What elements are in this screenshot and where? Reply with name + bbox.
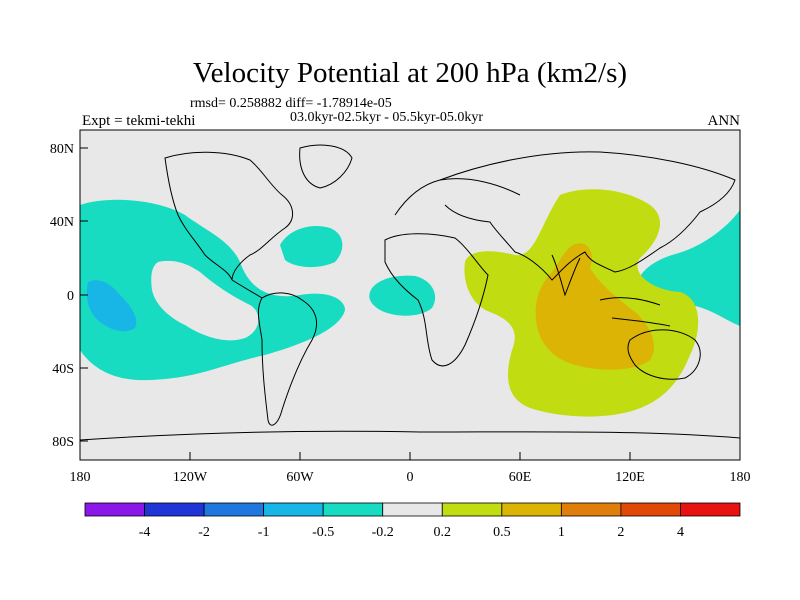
period-text: 03.0kyr-02.5kyr - 05.5kyr-05.0kyr	[290, 110, 483, 125]
colorbar-swatch	[322, 502, 384, 517]
colorbar-label: 2	[617, 525, 624, 540]
colorbar-swatch	[560, 502, 622, 517]
coastlines	[80, 144, 740, 441]
colorbar-swatch	[441, 502, 503, 517]
colorbar-label: -0.2	[372, 525, 394, 540]
lon-tick-label: 0	[407, 470, 414, 485]
colorbar-label: 4	[677, 525, 684, 540]
lat-tick-label: 0	[67, 289, 74, 304]
colorbar-label: -2	[198, 525, 210, 540]
neutral-gap-pacific	[151, 260, 259, 341]
colorbar-swatch	[203, 502, 265, 517]
colorbar-swatch	[144, 502, 205, 517]
colorbar-label: 0.2	[434, 525, 452, 540]
colorbar-swatch	[620, 502, 681, 517]
lat-tick-label: 40N	[50, 215, 74, 230]
plot-title: Velocity Potential at 200 hPa (km2/s)	[193, 57, 627, 89]
colorbar-label: -1	[258, 525, 270, 540]
lat-tick-label: 80N	[50, 142, 74, 157]
colorbar: -4 -2 -1 -0.5 -0.2 0.2 0.5 1 2 4	[84, 502, 741, 540]
negative-region-gulf-of-guinea	[369, 275, 436, 316]
latitude-axis: 80N 40N 0 40S 80S	[50, 142, 88, 450]
colorbar-label: 0.5	[493, 525, 511, 540]
stats-text: rmsd= 0.258882 diff= -1.78914e-05	[190, 96, 392, 111]
colorbar-swatch	[263, 502, 324, 517]
lat-tick-label: 80S	[52, 435, 74, 450]
colorbar-swatch	[84, 502, 145, 517]
lon-tick-label: 120W	[173, 470, 208, 485]
colorbar-label: 1	[558, 525, 565, 540]
velocity-potential-field	[80, 130, 740, 460]
lon-tick-label: 180	[70, 470, 91, 485]
longitude-axis: 180 120W 60W 0 60E 120E 180	[70, 452, 751, 485]
colorbar-swatch	[680, 502, 741, 517]
negative-medium-pacific	[86, 280, 137, 332]
lon-tick-label: 120E	[615, 470, 645, 485]
colorbar-swatch	[382, 502, 443, 517]
lat-tick-label: 40S	[52, 362, 74, 377]
negative-region-atlantic	[280, 225, 343, 268]
colorbar-label: -0.5	[312, 525, 334, 540]
lon-tick-label: 180	[730, 470, 751, 485]
experiment-label: Expt = tekmi-tekhi	[82, 113, 195, 129]
colorbar-label: -4	[139, 525, 151, 540]
lon-tick-label: 60W	[286, 470, 314, 485]
colorbar-swatch	[501, 502, 562, 517]
positive-medium-core	[535, 243, 655, 370]
season-label: ANN	[708, 113, 741, 129]
lon-tick-label: 60E	[509, 470, 532, 485]
